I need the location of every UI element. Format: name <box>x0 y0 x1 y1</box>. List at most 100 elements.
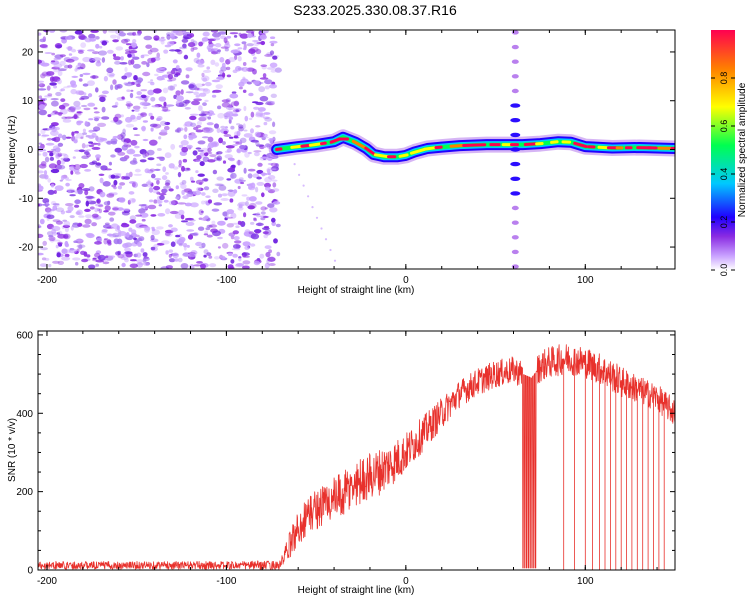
noise-speckle <box>200 210 204 213</box>
noise-speckle <box>211 79 221 83</box>
noise-speckle <box>223 134 232 137</box>
noise-speckle <box>67 190 72 194</box>
noise-speckle <box>183 124 187 127</box>
noise-speckle <box>52 239 61 242</box>
noise-speckle <box>200 147 210 153</box>
noise-speckle <box>224 43 231 49</box>
noise-speckle <box>97 122 107 127</box>
stripe-dot <box>511 249 519 255</box>
noise-speckle <box>55 244 59 249</box>
noise-speckle <box>226 178 232 181</box>
noise-speckle <box>138 208 146 214</box>
noise-speckle <box>229 93 239 99</box>
noise-speckle <box>46 214 55 220</box>
figure-title: S233.2025.330.08.37.R16 <box>293 2 457 18</box>
noise-speckle <box>264 262 270 269</box>
noise-speckle <box>260 40 266 46</box>
noise-speckle <box>143 35 153 41</box>
noise-speckle <box>195 59 205 65</box>
noise-speckle <box>147 50 153 55</box>
noise-speckle <box>112 205 120 212</box>
noise-speckle <box>128 227 133 232</box>
noise-speckle <box>226 223 234 228</box>
noise-speckle <box>233 49 241 54</box>
noise-speckle <box>185 91 194 94</box>
noise-speckle <box>139 101 148 106</box>
noise-speckle <box>206 122 214 126</box>
noise-speckle <box>184 217 194 221</box>
noise-speckle <box>145 44 153 49</box>
noise-speckle <box>230 235 235 240</box>
noise-speckle <box>204 215 209 220</box>
noise-speckle <box>63 154 69 160</box>
noise-speckle <box>177 257 183 263</box>
noise-speckle <box>201 136 209 139</box>
noise-speckle <box>242 241 251 247</box>
noise-speckle <box>181 30 186 33</box>
noise-speckle <box>117 120 123 124</box>
noise-speckle <box>181 146 189 153</box>
noise-speckle <box>154 177 162 181</box>
noise-speckle <box>254 131 261 138</box>
noise-speckle <box>153 35 160 41</box>
noise-speckle <box>238 124 244 129</box>
noise-speckle <box>167 73 173 80</box>
noise-speckle <box>147 89 155 96</box>
noise-speckle <box>115 228 120 232</box>
noise-speckle <box>122 243 129 249</box>
wisp-dot <box>315 216 319 219</box>
noise-speckle <box>225 145 235 149</box>
noise-speckle <box>237 47 243 50</box>
noise-speckle <box>136 91 142 96</box>
noise-speckle <box>201 83 205 87</box>
noise-speckle <box>129 219 137 224</box>
noise-speckle <box>138 204 147 207</box>
noise-speckle <box>255 48 262 55</box>
noise-speckle <box>71 48 77 53</box>
wisp-dot <box>324 238 328 241</box>
snr-ticks: -200 -100 0 100 0 200 400 600 <box>16 330 675 587</box>
y-tick-label: 10 <box>22 96 34 107</box>
noise-speckle <box>175 65 180 70</box>
noise-speckle <box>243 133 253 138</box>
noise-speckle <box>92 51 100 55</box>
noise-speckle <box>228 157 235 162</box>
noise-speckle <box>56 232 61 235</box>
noise-speckle <box>84 169 92 172</box>
noise-speckle <box>135 214 143 217</box>
colorbar-tick-label: 0.2 <box>719 216 729 229</box>
noise-speckle <box>113 186 117 190</box>
noise-speckle <box>52 203 60 206</box>
noise-speckle <box>47 189 55 195</box>
noise-speckle <box>240 181 245 185</box>
noise-speckle <box>51 60 56 63</box>
noise-speckle <box>255 125 261 128</box>
noise-speckle <box>152 189 159 194</box>
noise-speckle <box>112 232 120 238</box>
noise-speckle <box>74 149 80 152</box>
noise-speckle <box>150 246 156 251</box>
noise-speckle <box>112 53 116 57</box>
noise-speckle <box>63 220 71 227</box>
noise-speckle <box>91 222 97 227</box>
noise-speckle <box>190 122 197 128</box>
noise-speckle <box>144 152 150 157</box>
noise-speckle <box>211 220 216 225</box>
noise-speckle <box>136 252 142 258</box>
noise-speckle <box>110 84 114 91</box>
noise-speckle <box>140 89 148 92</box>
noise-speckle <box>132 63 141 69</box>
stripe-dot <box>510 191 521 196</box>
noise-speckle <box>108 255 116 258</box>
noise-speckle <box>190 180 196 183</box>
noise-speckle <box>141 54 150 57</box>
noise-speckle <box>258 86 266 93</box>
noise-speckle <box>60 175 65 181</box>
noise-speckle <box>232 113 239 117</box>
noise-speckle <box>51 148 56 151</box>
noise-speckle <box>248 231 254 235</box>
noise-speckle <box>263 112 271 115</box>
noise-speckle <box>41 257 47 261</box>
noise-speckle <box>156 163 162 167</box>
tone-peak <box>462 143 478 147</box>
